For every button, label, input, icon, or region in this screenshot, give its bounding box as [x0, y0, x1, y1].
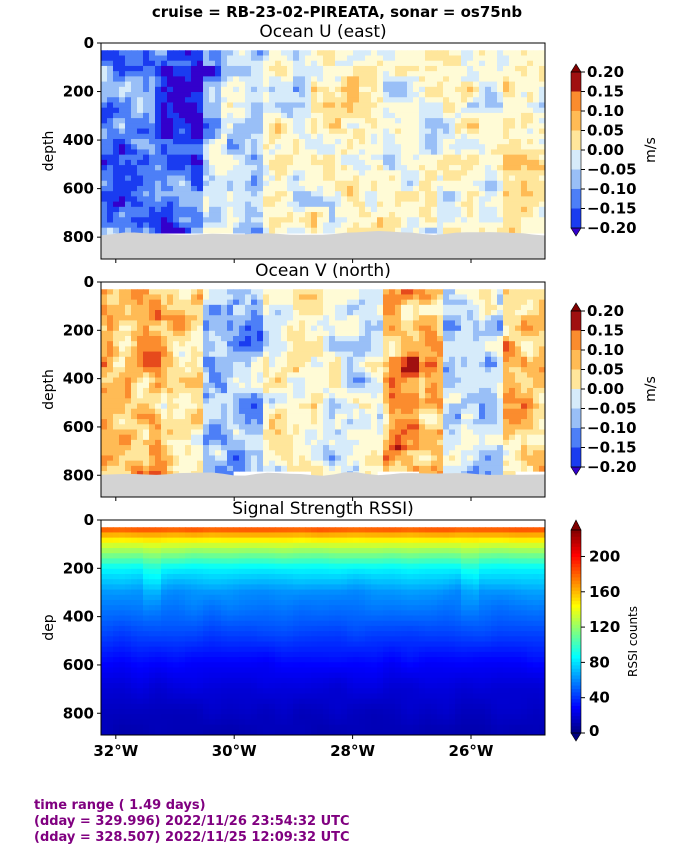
panels: Ocean U (east)0200400600800depth0.200.15…: [41, 22, 659, 760]
footer-time-range: time range ( 1.49 days): [34, 798, 206, 813]
panel-1-ytick-label-800: 800: [63, 228, 94, 246]
panel-1-frame: [100, 42, 546, 260]
panel-2: Ocean V (north) 0 200 400 600 800 depth 0.20 0.1…: [41, 261, 659, 501]
panel-3-colorbar: 200 160 120 80 40 0 RSSI counts: [570, 519, 640, 742]
panel-2-ytick-label-0: 0: [84, 273, 94, 291]
panel-2-ytick-label-600: 600: [63, 418, 94, 436]
panel-3-colorbar-min-arrow: [570, 732, 582, 742]
panel-2-ytick-label-800: 800: [63, 466, 94, 484]
colorbar-tick-label: 0.05: [587, 361, 624, 379]
colorbar-tick-label: 80: [589, 653, 610, 671]
colorbar-min-arrow: [570, 466, 582, 476]
panel-3-ylabel: dep: [41, 614, 57, 641]
colorbar-tick-label: 0.15: [587, 83, 624, 101]
colorbar-tick-label: 0: [589, 722, 599, 740]
colorbar-min-arrow: [570, 227, 582, 237]
panel-2-field: [101, 289, 545, 497]
colorbar-tick-label: −0.20: [587, 219, 637, 237]
colorbar-tick-label: 0.00: [587, 141, 624, 159]
figure-suptitle: cruise = RB-23-02-PIREATA, sonar = os75n…: [152, 3, 523, 21]
colorbar-tick-label: 0.15: [587, 322, 624, 340]
panel-1-colorbar-label: m/s: [643, 137, 659, 163]
panel-3-colorbar-max-arrow: [570, 519, 582, 531]
panel-1-bottom-mask: [101, 231, 545, 259]
panel-1-ytick-label-200: 200: [63, 83, 94, 101]
panel-3-ytick-label-600: 600: [63, 656, 94, 674]
panel-1-colorbar: 0.20 0.150.10 0.050.00 −0.05−0.10 −0.15−0.20…: [570, 63, 659, 237]
panel-2-colorbar: 0.20 0.150.10 0.050.00 −0.05−0.10 −0.15−0.20…: [570, 302, 659, 476]
panel-3-ytick-label-400: 400: [63, 608, 94, 626]
colorbar-tick-label: 40: [589, 689, 610, 707]
colorbar-tick-label: −0.20: [587, 458, 637, 476]
panel-3-title: Signal Strength RSSI): [232, 499, 414, 519]
panel-2-colorbar-label: m/s: [643, 376, 659, 402]
panel-2-frame: [100, 281, 546, 498]
panel-2-ylabel: depth: [41, 369, 57, 410]
panel-3-ytick-label-0: 0: [84, 511, 94, 529]
panel-3-xtick-label-2: 28°W: [330, 742, 375, 760]
colorbar-tick-label: −0.05: [587, 161, 637, 179]
colorbar-tick-label: 160: [589, 583, 620, 601]
colorbar-tick-label: −0.15: [587, 200, 637, 218]
colorbar-tick-label: 0.00: [587, 380, 624, 398]
footer-end-dday: (dday = 329.996) 2022/11/26 23:54:32 UTC: [34, 814, 350, 829]
footer-start-dday: (dday = 328.507) 2022/11/25 12:09:32 UTC: [34, 830, 350, 845]
panel-1-ytick-label-600: 600: [63, 180, 94, 198]
colorbar-tick-label: −0.15: [587, 439, 637, 457]
panel-3-colorbar-label: RSSI counts: [626, 606, 640, 677]
colorbar-tick-label: 120: [589, 618, 620, 636]
colorbar-max-arrow: [570, 63, 582, 73]
panel-2-ytick-label-400: 400: [63, 370, 94, 388]
colorbar-tick-label: 0.10: [587, 102, 624, 120]
colorbar-tick-label: 0.20: [587, 63, 624, 81]
panel-1-title: Ocean U (east): [259, 22, 386, 42]
colorbar-max-arrow: [570, 302, 582, 312]
panel-3-xtick-label-1: 30°W: [212, 742, 257, 760]
time-range-footer: time range ( 1.49 days) (dday = 329.996)…: [34, 798, 350, 846]
panel-2-ytick-label-200: 200: [63, 321, 94, 339]
colorbar-tick-label: 200: [589, 547, 620, 565]
panel-3-field: [101, 527, 545, 735]
panel-2-bottom-mask: [101, 472, 545, 497]
panel-3-xtick-label-3: 26°W: [449, 742, 494, 760]
panel-3-ytick-label-800: 800: [63, 704, 94, 722]
panel-2-title: Ocean V (north): [255, 261, 391, 281]
panel-3-frame: [100, 519, 546, 736]
panel-3: Signal Strength RSSI)0200400600800dep32°…: [41, 499, 640, 760]
panel-1-ytick-label-400: 400: [63, 131, 94, 149]
panel-3-xtick-label-0: 32°W: [93, 742, 138, 760]
colorbar-tick-label: 0.10: [587, 341, 624, 359]
colorbar-tick-label: −0.10: [587, 180, 637, 198]
panel-1: Ocean U (east) 0 200 400 600 800 depth 0.20 0.15…: [41, 22, 659, 263]
panel-3-ytick-label-200: 200: [63, 559, 94, 577]
colorbar-tick-label: 0.20: [587, 302, 624, 320]
colorbar-tick-label: −0.10: [587, 419, 637, 437]
panel-1-ylabel: depth: [41, 131, 57, 172]
colorbar-tick-label: −0.05: [587, 400, 637, 418]
colorbar-tick-label: 0.05: [587, 122, 624, 140]
panel-1-ytick-label-0: 0: [84, 34, 94, 52]
panel-1-field: [101, 50, 545, 259]
